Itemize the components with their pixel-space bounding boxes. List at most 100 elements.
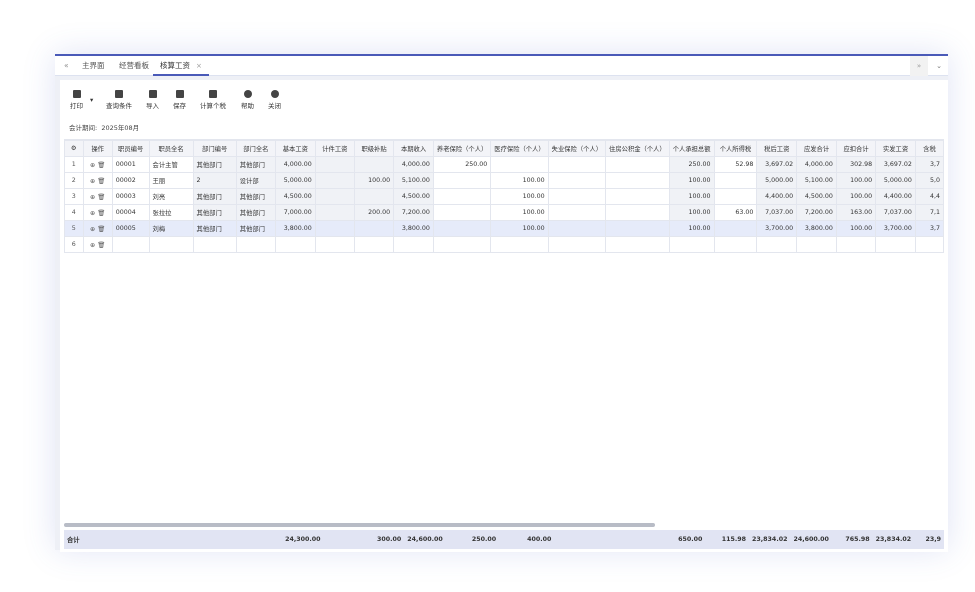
add-row-icon[interactable]: ⊕ [89, 193, 96, 201]
table-cell[interactable] [432, 204, 492, 221]
table-cell[interactable]: 00002 [111, 172, 150, 189]
table-cell[interactable] [547, 188, 607, 205]
column-header[interactable]: 计件工资 [314, 140, 355, 157]
table-cell[interactable]: 3,697.02 [875, 156, 916, 173]
table-cell[interactable] [314, 172, 355, 189]
table-cell[interactable]: 52.98 [713, 156, 758, 173]
table-cell[interactable] [713, 236, 758, 253]
table-cell[interactable]: 3,800.00 [274, 220, 316, 237]
table-cell[interactable]: 其他部门 [192, 220, 237, 237]
table-cell[interactable]: 7,200.00 [796, 204, 837, 221]
table-cell[interactable]: 3,697.02 [756, 156, 798, 173]
table-cell[interactable]: 100.00 [668, 188, 715, 205]
table-row[interactable]: 2 ⊕ 🗑 00002 王丽 2 设计部 5,000.00 100.00 5,100.00 100… [64, 172, 944, 189]
table-cell[interactable]: 00004 [111, 204, 150, 221]
table-cell[interactable] [756, 236, 798, 253]
column-header[interactable]: 失业保险（个人） [547, 140, 607, 157]
table-cell[interactable] [314, 156, 355, 173]
table-cell[interactable]: 4,000.00 [274, 156, 316, 173]
table-cell[interactable]: 200.00 [353, 204, 395, 221]
table-cell[interactable] [914, 236, 944, 253]
chevron-down-icon[interactable]: ⌄ [936, 62, 942, 70]
table-cell[interactable] [668, 236, 715, 253]
table-cell[interactable]: 5,100.00 [393, 172, 434, 189]
table-row[interactable]: 4 ⊕ 🗑 00004 张拉拉 其他部门 其他部门 7,000.00 200.00 7,200.… [64, 204, 944, 221]
table-cell[interactable]: 4,4 [914, 188, 944, 205]
scroll-tabs-right-icon[interactable]: » [910, 56, 928, 76]
table-cell[interactable]: 4,400.00 [875, 188, 916, 205]
table-cell[interactable]: 3,700.00 [756, 220, 798, 237]
table-cell[interactable]: 7,037.00 [875, 204, 916, 221]
table-cell[interactable]: 5,000.00 [756, 172, 798, 189]
column-header[interactable]: 应扣合计 [835, 140, 877, 157]
table-cell[interactable]: 王丽 [148, 172, 194, 189]
table-cell[interactable]: 3,800.00 [393, 220, 434, 237]
table-cell[interactable] [111, 236, 150, 253]
table-cell[interactable] [835, 236, 877, 253]
add-row-icon[interactable]: ⊕ [89, 241, 96, 249]
column-header[interactable]: 养老保险（个人） [432, 140, 492, 157]
table-cell[interactable]: 3,800.00 [796, 220, 837, 237]
table-cell[interactable] [547, 172, 607, 189]
table-cell[interactable]: 302.98 [835, 156, 877, 173]
table-cell[interactable]: 会计主管 [148, 156, 194, 173]
table-cell[interactable] [605, 204, 670, 221]
table-cell[interactable]: 4,500.00 [796, 188, 837, 205]
column-header[interactable]: 税后工资 [756, 140, 798, 157]
table-cell[interactable]: 4,500.00 [393, 188, 434, 205]
table-cell[interactable] [547, 204, 607, 221]
table-cell[interactable]: 刘亮 [148, 188, 194, 205]
tab-payroll[interactable]: 核算工资 × [153, 56, 209, 76]
tab-dashboard[interactable]: 经营看板 [119, 61, 149, 70]
print-button[interactable]: 打印 [70, 90, 83, 110]
column-header[interactable]: 职员全名 [148, 140, 194, 157]
table-cell[interactable] [490, 236, 549, 253]
table-cell[interactable]: 100.00 [490, 172, 549, 189]
table-cell[interactable]: 100.00 [668, 204, 715, 221]
table-cell[interactable]: 163.00 [835, 204, 877, 221]
save-button[interactable]: 保存 [173, 90, 186, 110]
table-cell[interactable] [393, 236, 434, 253]
table-cell[interactable]: 100.00 [668, 172, 715, 189]
table-cell[interactable]: 5,000.00 [875, 172, 916, 189]
table-cell[interactable]: 4,000.00 [393, 156, 434, 173]
table-cell[interactable]: 00005 [111, 220, 150, 237]
table-cell[interactable]: 00003 [111, 188, 150, 205]
table-cell[interactable]: 设计部 [235, 172, 276, 189]
table-cell[interactable]: 其他部门 [235, 204, 276, 221]
table-cell[interactable]: 100.00 [353, 172, 395, 189]
delete-row-icon[interactable]: 🗑 [97, 241, 106, 249]
table-cell[interactable] [432, 236, 492, 253]
column-settings-gear-icon[interactable]: ⚙ [64, 140, 84, 157]
table-cell[interactable]: 5,0 [914, 172, 944, 189]
table-cell[interactable] [605, 188, 670, 205]
table-cell[interactable]: 250.00 [668, 156, 715, 173]
table-cell[interactable] [547, 156, 607, 173]
table-cell[interactable]: 63.00 [713, 204, 758, 221]
table-cell[interactable]: 2 [192, 172, 237, 189]
column-header[interactable]: 本期收入 [393, 140, 434, 157]
table-row[interactable]: 1 ⊕ 🗑 00001 会计主管 其他部门 其他部门 4,000.00 4,000.00 250… [64, 156, 944, 173]
table-cell[interactable]: 4,000.00 [796, 156, 837, 173]
column-header[interactable]: 部门编号 [192, 140, 237, 157]
table-row[interactable]: 5 ⊕ 🗑 00005 刘梅 其他部门 其他部门 3,800.00 3,800.00 100.0… [64, 220, 944, 237]
add-row-icon[interactable]: ⊕ [89, 177, 96, 185]
table-cell[interactable]: 100.00 [835, 172, 877, 189]
column-header[interactable]: 实发工资 [875, 140, 916, 157]
delete-row-icon[interactable]: 🗑 [97, 225, 106, 233]
add-row-icon[interactable]: ⊕ [89, 161, 96, 169]
table-row[interactable]: 3 ⊕ 🗑 00003 刘亮 其他部门 其他部门 4,500.00 4,500.00 100.0… [64, 188, 944, 205]
table-cell[interactable]: 其他部门 [192, 204, 237, 221]
column-header[interactable]: 部门全名 [235, 140, 276, 157]
table-cell[interactable] [875, 236, 916, 253]
table-cell[interactable]: 其他部门 [192, 188, 237, 205]
table-cell[interactable] [353, 156, 395, 173]
close-button[interactable]: 关闭 [268, 90, 281, 110]
table-cell[interactable] [490, 156, 549, 173]
table-cell[interactable]: 4,500.00 [274, 188, 316, 205]
table-cell[interactable] [713, 172, 758, 189]
tab-home[interactable]: 主界面 [82, 61, 105, 70]
table-cell[interactable] [547, 236, 607, 253]
table-cell[interactable]: 3,7 [914, 220, 944, 237]
table-cell[interactable] [314, 204, 355, 221]
